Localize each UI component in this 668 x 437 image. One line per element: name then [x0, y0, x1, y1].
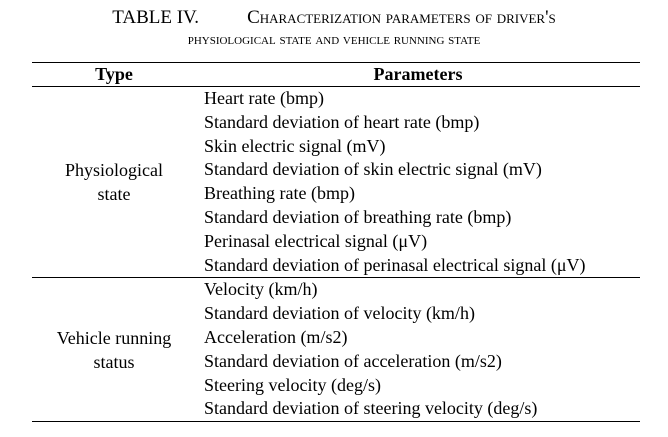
caption-title-line-1: Characterization parameters of driver's	[247, 7, 556, 28]
caption-line-1: TABLE IV. Characterization parameters of …	[0, 6, 668, 30]
params-cell-vehicle: Velocity (km/h) Standard deviation of ve…	[196, 277, 640, 423]
parameter-item: Standard deviation of steering velocity …	[204, 398, 538, 419]
caption-title-line-2: physiological state and vehicle running …	[187, 32, 481, 48]
type-label: Physiological	[65, 160, 163, 181]
parameter-item: Breathing rate (bmp)	[204, 183, 355, 204]
parameter-item: Standard deviation of breathing rate (bm…	[204, 206, 512, 227]
parameter-item: Standard deviation of perinasal electric…	[204, 254, 586, 275]
table-label: TABLE IV.	[112, 7, 200, 28]
parameter-item: Heart rate (bmp)	[204, 88, 324, 108]
type-label: Vehicle running	[56, 327, 172, 348]
parameter-item: Perinasal electrical signal (μV)	[204, 230, 428, 251]
table-caption: TABLE IV. Characterization parameters of …	[0, 6, 668, 50]
parameters-table-wrapper: Type Parameters Physiological state Hear…	[32, 62, 640, 423]
parameter-item: Steering velocity (deg/s)	[204, 374, 381, 395]
parameter-item: Skin electric signal (mV)	[204, 135, 386, 156]
parameter-item: Standard deviation of heart rate (bmp)	[204, 111, 480, 132]
group-row-physiological: Physiological state Heart rate (bmp) Sta…	[32, 86, 640, 279]
parameter-item: Acceleration (m/s2)	[204, 326, 348, 347]
params-cell-physiological: Heart rate (bmp) Standard deviation of h…	[196, 86, 640, 279]
type-label: status	[93, 351, 135, 372]
type-cell-vehicle: Vehicle running status	[32, 277, 196, 423]
parameters-table: Type Parameters Physiological state Hear…	[32, 62, 640, 423]
parameter-item: Standard deviation of velocity (km/h)	[204, 303, 475, 324]
type-cell-physiological: Physiological state	[32, 86, 196, 279]
header-parameters: Parameters	[196, 62, 640, 87]
table-header-row: Type Parameters	[32, 62, 640, 87]
parameter-item: Standard deviation of skin electric sign…	[204, 159, 542, 180]
header-type: Type	[32, 62, 196, 87]
type-label: state	[97, 184, 131, 205]
parameter-item: Velocity (km/h)	[204, 279, 318, 300]
group-row-vehicle: Vehicle running status Velocity (km/h) S…	[32, 277, 640, 423]
parameter-item: Standard deviation of acceleration (m/s2…	[204, 350, 502, 371]
